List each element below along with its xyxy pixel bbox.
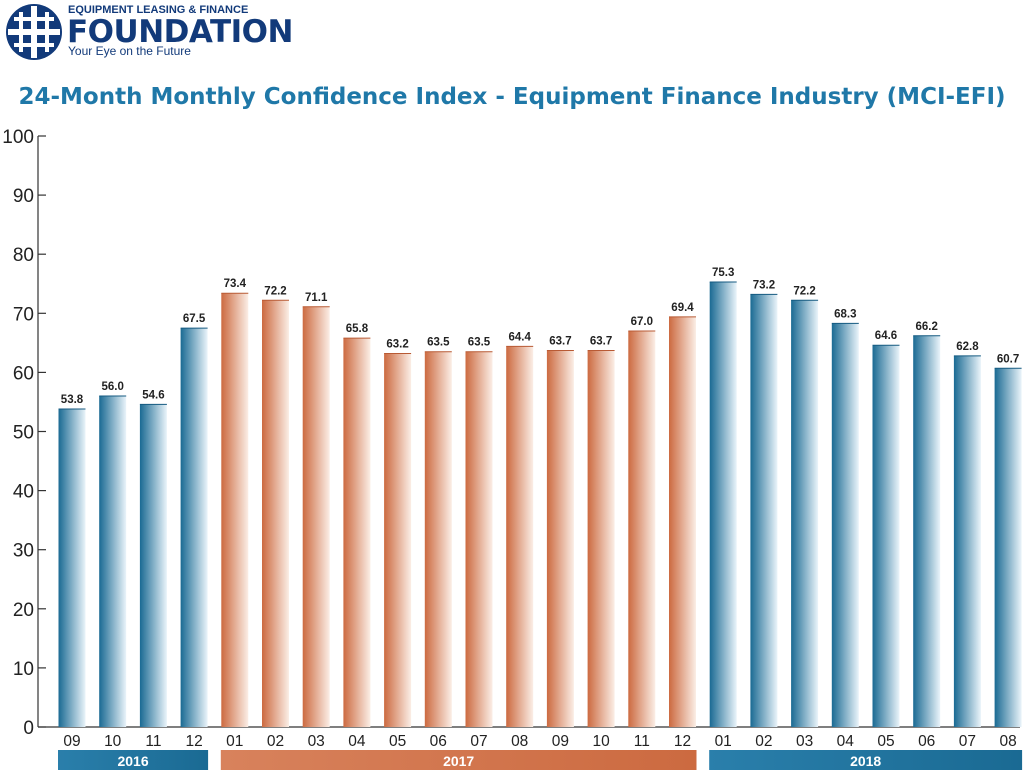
- bar: [384, 353, 412, 727]
- bar: [465, 351, 493, 727]
- value-label: 69.4: [671, 302, 694, 314]
- x-tick-label: 11: [145, 733, 161, 750]
- logo-tagline: Your Eye on the Future: [68, 44, 191, 58]
- x-tick-label: 06: [430, 733, 447, 750]
- x-tick-label: 06: [918, 733, 935, 750]
- bar: [994, 368, 1022, 727]
- y-tick-label: 20: [13, 600, 34, 621]
- bar: [750, 294, 778, 727]
- value-label: 67.0: [631, 316, 653, 328]
- x-tick-label: 03: [308, 733, 325, 750]
- value-label: 66.2: [916, 321, 938, 333]
- value-label: 68.3: [834, 308, 856, 320]
- x-tick-label: 07: [959, 733, 976, 750]
- year-band: [709, 750, 1023, 770]
- value-label: 63.5: [427, 337, 450, 349]
- x-tick-label: 12: [674, 733, 691, 750]
- bar: [221, 293, 249, 727]
- bar: [953, 355, 981, 727]
- bar: [872, 345, 900, 727]
- x-tick-label: 02: [267, 733, 284, 750]
- value-label: 67.5: [183, 313, 206, 325]
- x-tick-label: 12: [185, 733, 202, 750]
- foundation-logo: EQUIPMENT LEASING & FINANCE FOUNDATION Y…: [4, 2, 293, 62]
- x-tick-label: 02: [755, 733, 772, 750]
- value-label: 63.5: [468, 337, 491, 349]
- year-band-label: 2017: [443, 753, 474, 769]
- bar: [506, 346, 534, 727]
- value-label: 64.6: [875, 330, 897, 342]
- chart-title: 24-Month Monthly Confidence Index - Equi…: [18, 84, 1006, 110]
- value-label: 62.8: [956, 341, 979, 353]
- y-tick-label: 70: [13, 304, 34, 325]
- bar: [343, 338, 371, 727]
- y-tick-label: 80: [13, 245, 34, 266]
- bar: [831, 323, 859, 727]
- logo-top-line: EQUIPMENT LEASING & FINANCE: [68, 4, 249, 16]
- x-tick-label: 04: [348, 733, 366, 750]
- bar: [628, 331, 656, 727]
- value-label: 65.8: [346, 323, 369, 335]
- x-tick-label: 09: [63, 733, 80, 750]
- value-label: 73.2: [753, 279, 775, 291]
- value-label: 54.6: [142, 389, 164, 401]
- x-tick-label: 01: [226, 733, 243, 750]
- x-tick-label: 03: [796, 733, 813, 750]
- year-band-label: 2018: [850, 753, 881, 769]
- bar: [139, 404, 167, 727]
- x-tick-label: 09: [552, 733, 569, 750]
- y-tick-label: 30: [13, 541, 34, 562]
- x-tick-label: 04: [837, 733, 855, 750]
- x-tick-label: 05: [389, 733, 406, 750]
- x-tick-label: 08: [511, 733, 528, 750]
- x-tick-label: 08: [999, 733, 1016, 750]
- y-tick-label: 90: [13, 186, 34, 207]
- x-tick-label: 05: [877, 733, 894, 750]
- year-band: [220, 750, 697, 770]
- value-label: 60.7: [997, 353, 1019, 365]
- bar: [546, 350, 574, 727]
- value-label: 63.7: [590, 336, 612, 348]
- value-label: 53.8: [61, 394, 84, 406]
- value-label: 75.3: [712, 267, 734, 279]
- value-label: 72.2: [264, 285, 286, 297]
- bar: [791, 300, 819, 727]
- y-tick-label: 60: [13, 363, 34, 384]
- x-tick-label: 07: [470, 733, 487, 750]
- bar: [262, 300, 289, 727]
- value-label: 73.4: [224, 278, 247, 290]
- value-label: 63.7: [549, 336, 571, 348]
- bar: [302, 306, 330, 727]
- bar: [180, 328, 208, 727]
- bar: [99, 396, 127, 727]
- value-label: 63.2: [386, 338, 408, 350]
- bar: [424, 351, 452, 727]
- bar: [709, 281, 737, 727]
- bar: [913, 335, 941, 727]
- value-label: 64.4: [509, 331, 532, 343]
- logo-name: FOUNDATION: [67, 14, 293, 50]
- bar: [669, 316, 696, 727]
- globe-icon: [6, 4, 62, 60]
- y-tick-label: 40: [13, 482, 34, 503]
- value-label: 56.0: [102, 381, 124, 393]
- bar: [58, 409, 86, 727]
- x-tick-label: 11: [634, 733, 650, 750]
- x-tick-label: 10: [104, 733, 122, 750]
- y-tick-label: 100: [2, 127, 34, 148]
- y-tick-label: 0: [23, 718, 34, 739]
- y-tick-label: 10: [13, 659, 34, 680]
- x-tick-label: 01: [715, 733, 732, 750]
- x-tick-label: 10: [592, 733, 610, 750]
- value-label: 71.1: [305, 292, 328, 304]
- year-band-label: 2016: [117, 753, 148, 769]
- y-tick-label: 50: [13, 423, 34, 444]
- year-band: [58, 750, 209, 770]
- bar: [587, 350, 615, 727]
- value-label: 72.2: [793, 285, 815, 297]
